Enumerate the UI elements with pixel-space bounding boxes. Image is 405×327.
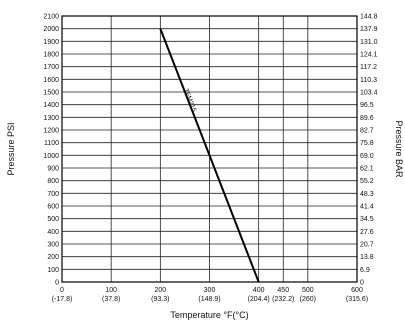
y-left-tick-label: 2100 bbox=[43, 14, 59, 21]
y-right-tick-label: 20.7 bbox=[360, 242, 374, 249]
y-left-tick-label: 1000 bbox=[43, 153, 59, 160]
y-left-tick-label: 2000 bbox=[43, 26, 59, 33]
x-tick-sublabel: (232.2) bbox=[272, 296, 294, 303]
y-right-tick-label: 34.5 bbox=[360, 216, 374, 223]
x-tick-label: 600 bbox=[351, 287, 363, 294]
y-right-tick-label: 89.6 bbox=[360, 115, 374, 122]
y-left-tick-label: 1900 bbox=[43, 39, 59, 46]
y-right-tick-label: 82.7 bbox=[360, 128, 374, 135]
y-right-tick-label: 117.2 bbox=[360, 64, 377, 71]
y-right-tick-label: 131.0 bbox=[360, 39, 378, 46]
y-left-tick-label: 1800 bbox=[43, 52, 59, 59]
x-tick-label: 400 bbox=[253, 287, 265, 294]
y-left-tick-label: 600 bbox=[47, 204, 59, 211]
y-right-tick-label: 13.8 bbox=[360, 254, 374, 261]
x-tick-sublabel: (93.3) bbox=[151, 296, 169, 303]
y-right-tick-label: 124.1 bbox=[360, 52, 378, 59]
y-right-tick-label: 48.3 bbox=[360, 191, 374, 198]
y-left-tick-label: 1100 bbox=[44, 140, 59, 147]
y-left-tick-label: 1700 bbox=[43, 64, 59, 71]
x-tick-sublabel: (37.8) bbox=[102, 296, 120, 303]
x-tick-sublabel: (204.4) bbox=[248, 296, 270, 303]
y-left-tick-label: 500 bbox=[47, 216, 59, 223]
x-tick-label: 300 bbox=[204, 287, 216, 294]
y-left-tick-label: 200 bbox=[47, 254, 59, 261]
y-left-tick-label: 1300 bbox=[43, 115, 59, 122]
y-left-tick-label: 700 bbox=[47, 191, 59, 198]
y-right-tick-label: 62.1 bbox=[360, 166, 374, 173]
x-tick-sublabel: (260) bbox=[300, 296, 316, 303]
x-tick-label: 100 bbox=[105, 287, 117, 294]
y-left-tick-label: 1200 bbox=[43, 128, 59, 135]
y-right-tick-label: 69.0 bbox=[360, 153, 374, 160]
x-tick-sublabel: (315.6) bbox=[346, 296, 368, 303]
y-right-tick-label: 6.9 bbox=[360, 267, 370, 274]
x-tick-label: 500 bbox=[302, 287, 314, 294]
x-tick-label: 200 bbox=[154, 287, 166, 294]
y-right-tick-label: 137.9 bbox=[360, 26, 378, 33]
y-right-tick-label: 55.2 bbox=[360, 178, 374, 185]
x-tick-sublabel: (-17.8) bbox=[52, 296, 73, 303]
y-right-tick-label: 75.8 bbox=[360, 140, 374, 147]
y-left-tick-label: 1600 bbox=[43, 77, 59, 84]
y-right-tick-label: 41.4 bbox=[360, 204, 374, 211]
y-right-axis-title: Pressure BAR bbox=[394, 120, 404, 178]
y-right-tick-label: 103.4 bbox=[360, 90, 378, 97]
y-left-tick-label: 1500 bbox=[43, 90, 59, 97]
y-left-axis-title: Pressure PSI bbox=[6, 122, 16, 175]
y-right-tick-label: 0 bbox=[360, 280, 364, 287]
y-left-tick-label: 0 bbox=[55, 280, 59, 287]
y-left-tick-label: 800 bbox=[47, 178, 59, 185]
x-axis-title: Temperature °F(°C) bbox=[170, 310, 248, 320]
x-tick-sublabel: (148.9) bbox=[198, 296, 220, 303]
y-left-tick-label: 900 bbox=[47, 166, 59, 173]
y-right-tick-label: 96.5 bbox=[360, 102, 374, 109]
series-line bbox=[159, 28, 260, 283]
x-tick-label: 450 bbox=[277, 287, 289, 294]
y-right-tick-label: 27.6 bbox=[360, 229, 374, 236]
plot-border bbox=[61, 15, 358, 283]
y-left-tick-label: 1400 bbox=[43, 102, 59, 109]
y-left-tick-label: 400 bbox=[47, 229, 59, 236]
y-right-tick-label: 144.8 bbox=[360, 14, 378, 21]
y-right-tick-label: 110.3 bbox=[360, 77, 377, 84]
x-tick-label: 0 bbox=[60, 287, 64, 294]
y-left-tick-label: 300 bbox=[47, 242, 59, 249]
y-left-tick-label: 100 bbox=[47, 267, 59, 274]
